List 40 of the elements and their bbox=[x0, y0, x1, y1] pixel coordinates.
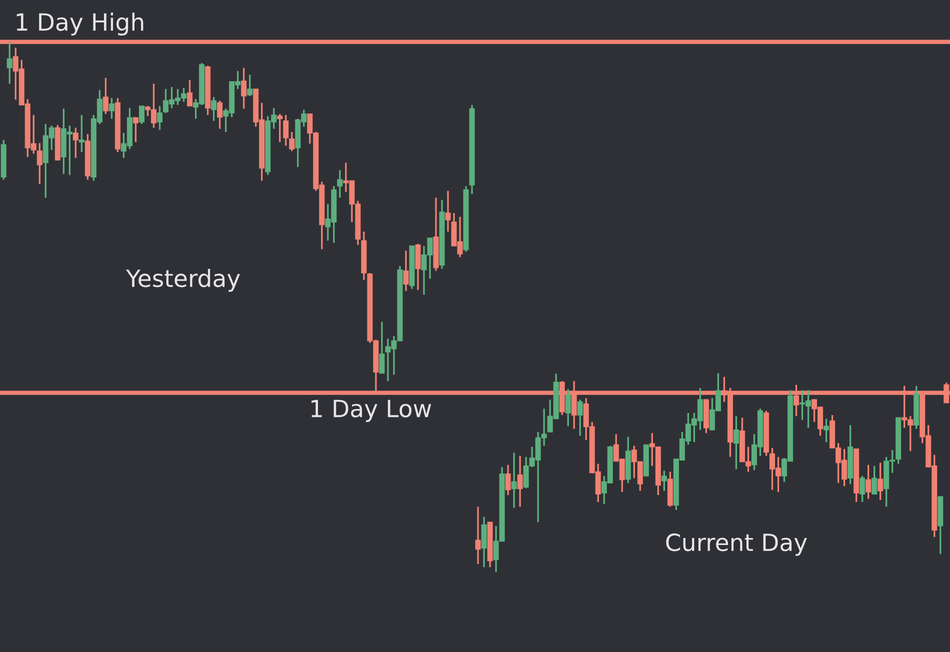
candlestick bbox=[241, 67, 247, 110]
ref-line-label: 1 Day High bbox=[16, 12, 144, 36]
candlestick bbox=[481, 516, 487, 568]
candlestick bbox=[403, 250, 409, 292]
candlestick bbox=[733, 415, 739, 470]
candlestick bbox=[337, 169, 343, 199]
candlestick bbox=[132, 116, 138, 143]
candlestick bbox=[187, 79, 193, 107]
candlestick bbox=[511, 452, 517, 509]
candlestick bbox=[138, 105, 144, 125]
candlestick bbox=[824, 418, 830, 443]
candlestick bbox=[415, 243, 421, 291]
candlestick bbox=[505, 464, 511, 496]
candlestick bbox=[78, 114, 84, 153]
ref-line-label: 1 Day Low bbox=[312, 400, 432, 422]
candlestick bbox=[211, 96, 217, 122]
candlestick bbox=[517, 455, 523, 508]
candlestick bbox=[289, 131, 295, 152]
candlestick bbox=[102, 77, 108, 115]
candlestick bbox=[475, 506, 481, 565]
candlestick bbox=[108, 97, 114, 120]
candlestick bbox=[277, 113, 283, 143]
candlestick bbox=[217, 100, 223, 130]
candlestick bbox=[283, 114, 289, 147]
candlestick bbox=[866, 464, 872, 500]
candlestick bbox=[36, 142, 42, 185]
candlestick bbox=[379, 320, 385, 374]
candlestick bbox=[247, 74, 253, 97]
annotation: Yesterday bbox=[126, 268, 240, 292]
candlestick bbox=[872, 465, 878, 495]
candlestick bbox=[72, 126, 78, 159]
candlestick bbox=[156, 105, 162, 131]
candlestick bbox=[565, 388, 571, 428]
candlestick bbox=[577, 398, 583, 437]
candlestick bbox=[661, 470, 667, 492]
candlestick bbox=[6, 41, 12, 85]
candlestick bbox=[860, 475, 866, 503]
candlestick bbox=[445, 190, 451, 232]
candlestick bbox=[878, 462, 884, 501]
annotation: Current Day bbox=[666, 533, 807, 556]
